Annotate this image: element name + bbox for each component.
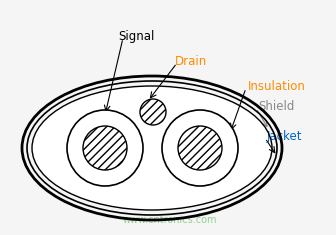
Text: Insulation: Insulation: [248, 80, 306, 93]
Text: www.cntronics.com: www.cntronics.com: [123, 215, 217, 225]
Text: Jacket: Jacket: [267, 130, 302, 143]
Text: Signal: Signal: [118, 30, 154, 43]
Circle shape: [83, 126, 127, 170]
Text: Shield: Shield: [258, 100, 294, 113]
Circle shape: [67, 110, 143, 186]
Ellipse shape: [33, 87, 271, 209]
Circle shape: [162, 110, 238, 186]
Circle shape: [140, 99, 166, 125]
Text: Drain: Drain: [175, 55, 207, 68]
Circle shape: [178, 126, 222, 170]
